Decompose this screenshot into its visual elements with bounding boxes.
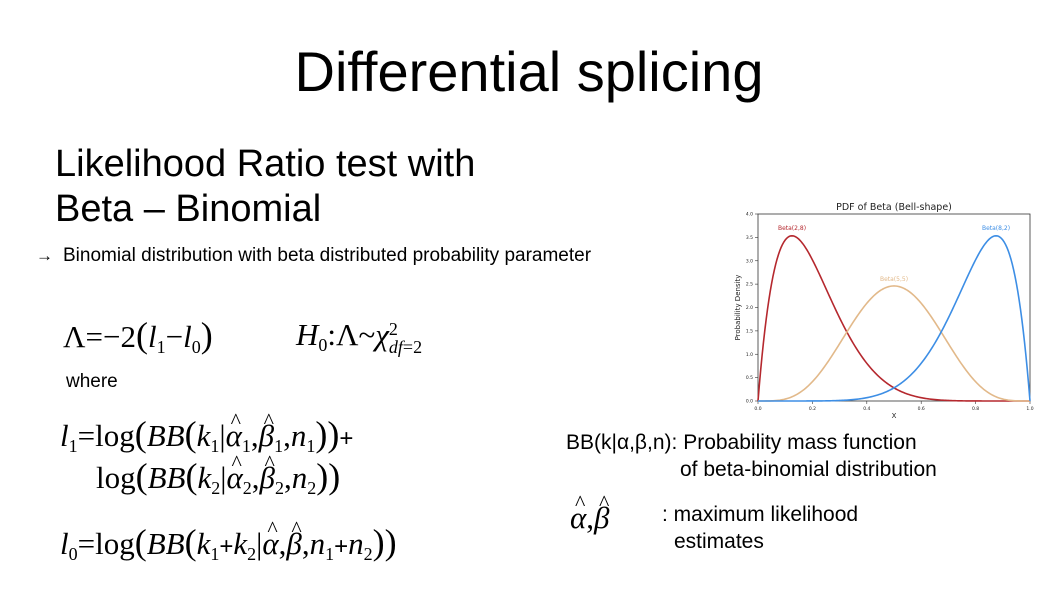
l1-equation-line-1: l1=log(BB(k1|α1,β1,n1))+ <box>60 403 353 464</box>
l0-equation: l0=log(BB(k1+k2|α,β,n1+n2)) <box>60 511 397 572</box>
subtitle-line-1: Likelihood Ratio test with <box>55 143 476 185</box>
lambda-equation: Λ=−2(l1−l0) <box>63 315 213 357</box>
mle-description-line-2: estimates <box>674 530 764 553</box>
series-line-2 <box>758 285 1030 402</box>
where-label: where <box>66 371 118 392</box>
y-tick-label: 1.0 <box>746 352 753 358</box>
x-tick-label: 0.4 <box>863 406 870 412</box>
mle-description-line-1: : maximum likelihood <box>662 503 859 526</box>
y-tick-label: 2.5 <box>746 282 753 288</box>
mle-symbols: α,β <box>570 485 610 536</box>
arrow-right-icon: → <box>36 246 53 265</box>
slide-subtitle: Likelihood Ratio test with Beta – Binomi… <box>55 142 475 232</box>
bullet-text: Binomial distribution with beta distribu… <box>63 245 592 266</box>
slide-title: Differential splicing <box>294 40 764 103</box>
bb-description-line-2: of beta-binomial distribution <box>680 458 937 481</box>
x-tick-label: 0.0 <box>754 406 761 412</box>
series-label-3: Beta(8,2) <box>982 225 1010 232</box>
null-hypothesis-equation: H0:Λ~χ 2 df=2 <box>296 317 423 357</box>
y-tick-label: 0.0 <box>746 399 753 405</box>
beta-pdf-chart: PDF of Beta (Bell-shape) 0.0 0.2 0.4 0.6 0.8 1… <box>734 202 1034 420</box>
x-tick-label: 0.8 <box>972 406 979 412</box>
x-tick-label: 0.2 <box>809 406 816 412</box>
chart-title: PDF of Beta (Bell-shape) <box>836 202 952 213</box>
mle-description: : maximum likelihood estimates <box>662 501 858 555</box>
y-tick-label: 0.5 <box>746 375 753 381</box>
x-tick-label: 0.6 <box>918 406 925 412</box>
series-label-2: Beta(5,5) <box>880 276 908 283</box>
y-axis-label: Probability Density <box>734 275 742 341</box>
bullet-point: → Binomial distribution with beta distrib… <box>36 245 591 267</box>
x-tick-label: 1.0 <box>1026 406 1033 412</box>
subtitle-line-2: Beta – Binomial <box>55 188 322 230</box>
series-label-1: Beta(2,8) <box>778 225 806 232</box>
x-axis-label: X <box>892 412 897 420</box>
y-tick-label: 4.0 <box>746 212 753 218</box>
y-tick-label: 1.5 <box>746 328 753 334</box>
bb-description-line-1: BB(k|α,β,n): Probability mass function <box>566 431 917 454</box>
series-line-3 <box>758 234 1031 402</box>
y-tick-label: 3.0 <box>746 258 753 264</box>
y-tick-label: 3.5 <box>746 235 753 241</box>
y-tick-label: 2.0 <box>746 305 753 311</box>
l1-equation-line-2: log(BB(k2|α2,β2,n2)) <box>96 445 340 506</box>
beta-binomial-description: BB(k|α,β,n): Probability mass function o… <box>566 429 937 483</box>
series-line-1 <box>757 234 1030 402</box>
chart-frame <box>757 213 1031 402</box>
